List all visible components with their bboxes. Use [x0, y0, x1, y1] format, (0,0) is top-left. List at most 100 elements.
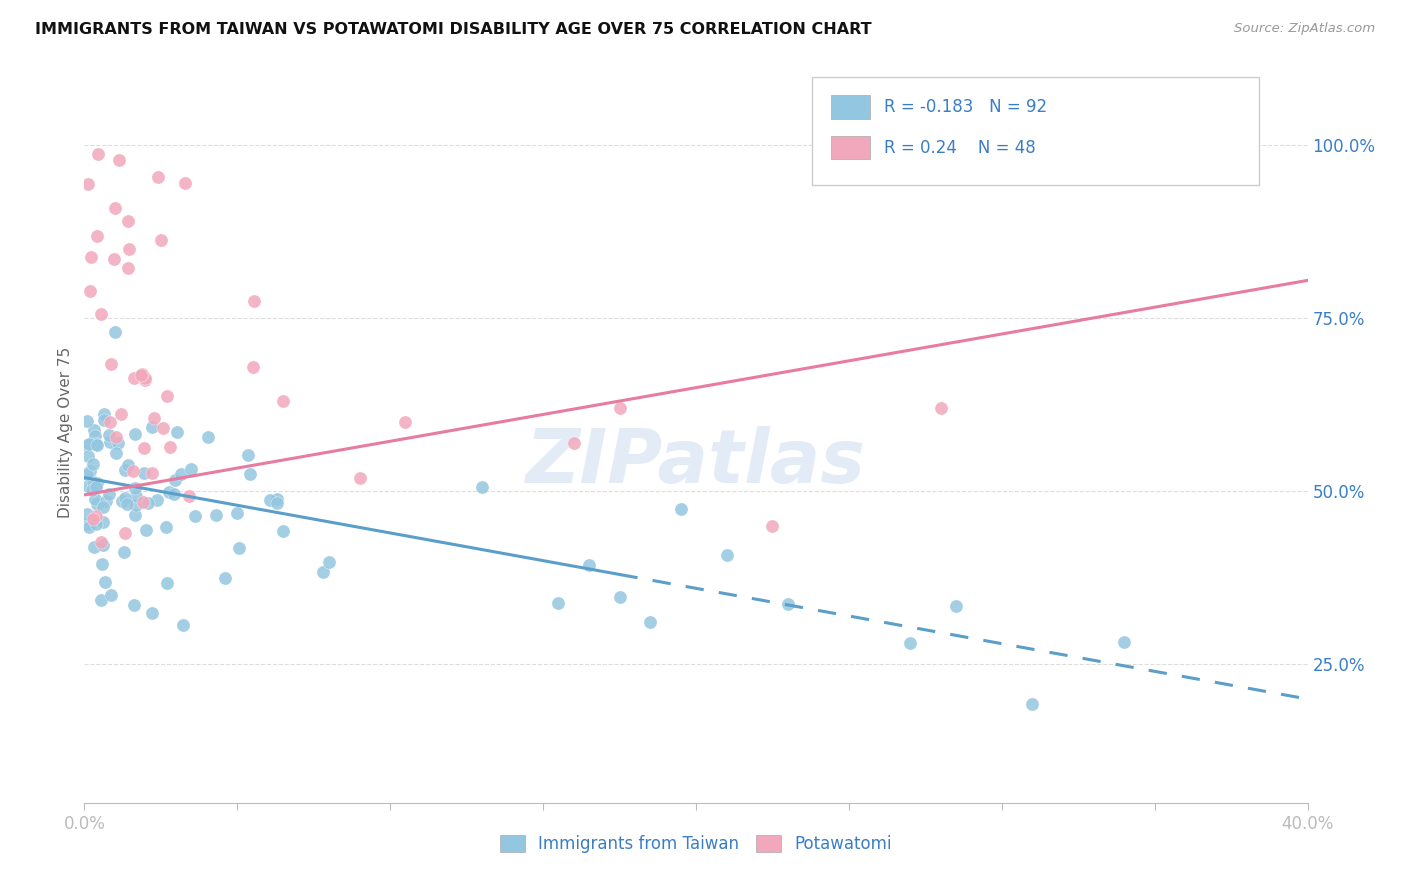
Point [114, 463, 136, 477]
Point [117, 458, 139, 472]
Point [90, 593, 112, 607]
Point [162, 487, 184, 501]
Point [132, 441, 155, 455]
Point [141, 419, 163, 434]
Point [93, 412, 115, 426]
Point [76, 516, 98, 531]
Point [205, 508, 228, 522]
Point [100, 588, 122, 602]
Point [271, 524, 294, 538]
Text: IMMIGRANTS FROM TAIWAN VS POTAWATOMI DISABILITY AGE OVER 75 CORRELATION CHART: IMMIGRANTS FROM TAIWAN VS POTAWATOMI DIS… [35, 22, 872, 37]
Point [578, 558, 600, 573]
Point [93, 407, 115, 421]
Point [90, 535, 112, 549]
Point [609, 401, 631, 416]
Text: Source: ZipAtlas.com: Source: ZipAtlas.com [1234, 22, 1375, 36]
Point [148, 169, 170, 184]
Point [98, 415, 121, 429]
Point [80, 483, 103, 498]
Point [110, 407, 132, 421]
Point [170, 467, 193, 481]
Point [271, 394, 294, 409]
Point [266, 496, 288, 510]
Point [104, 430, 127, 444]
Point [112, 545, 135, 559]
Point [214, 571, 236, 585]
Point [131, 367, 153, 381]
Text: R = -0.183   N = 92: R = -0.183 N = 92 [884, 98, 1047, 116]
Point [86, 497, 108, 511]
Point [609, 590, 631, 604]
Point [761, 519, 783, 533]
Point [104, 325, 127, 339]
Point [716, 548, 738, 562]
Point [125, 498, 148, 512]
Point [100, 357, 122, 371]
Point [157, 485, 180, 500]
Point [124, 481, 146, 495]
Point [77, 177, 100, 191]
Point [136, 496, 159, 510]
Point [114, 491, 136, 505]
FancyBboxPatch shape [831, 136, 870, 160]
Point [134, 371, 156, 385]
Point [259, 492, 281, 507]
Point [197, 430, 219, 444]
Point [122, 598, 145, 612]
Point [94, 575, 117, 590]
Point [155, 576, 177, 591]
Point [84, 508, 107, 523]
Point [1114, 634, 1136, 648]
Point [141, 467, 163, 481]
Point [76, 438, 98, 452]
Point [898, 636, 921, 650]
Point [177, 490, 200, 504]
Point [108, 153, 131, 167]
Point [134, 466, 156, 480]
Point [1205, 125, 1227, 139]
Point [117, 261, 139, 276]
Text: ZIPatlas: ZIPatlas [526, 425, 866, 499]
Point [84, 480, 107, 494]
Point [312, 566, 335, 580]
Point [172, 618, 194, 632]
Point [90, 557, 112, 571]
Point [83, 423, 105, 437]
Point [83, 491, 105, 506]
Point [394, 415, 416, 429]
Point [165, 473, 187, 487]
Point [86, 229, 108, 244]
Point [117, 214, 139, 228]
FancyBboxPatch shape [813, 78, 1258, 185]
Point [84, 437, 107, 451]
Point [91, 500, 114, 514]
Point [76, 479, 98, 493]
Point [669, 501, 692, 516]
Point [562, 436, 585, 450]
Point [77, 437, 100, 451]
Point [80, 250, 103, 264]
Point [86, 517, 108, 532]
Point [945, 599, 967, 614]
Point [471, 480, 494, 494]
Point [79, 285, 101, 299]
Point [82, 511, 104, 525]
Point [118, 242, 141, 256]
Point [242, 359, 264, 374]
Point [638, 615, 661, 629]
Point [97, 486, 120, 500]
Point [180, 462, 202, 476]
Point [87, 146, 110, 161]
Point [124, 508, 146, 522]
Point [131, 495, 153, 509]
FancyBboxPatch shape [831, 95, 870, 119]
Point [122, 464, 145, 478]
Point [107, 436, 129, 450]
Point [1021, 697, 1043, 711]
Point [349, 470, 371, 484]
Point [929, 401, 952, 416]
Point [82, 457, 104, 471]
Point [86, 438, 108, 452]
Point [98, 435, 121, 450]
Point [150, 233, 173, 247]
